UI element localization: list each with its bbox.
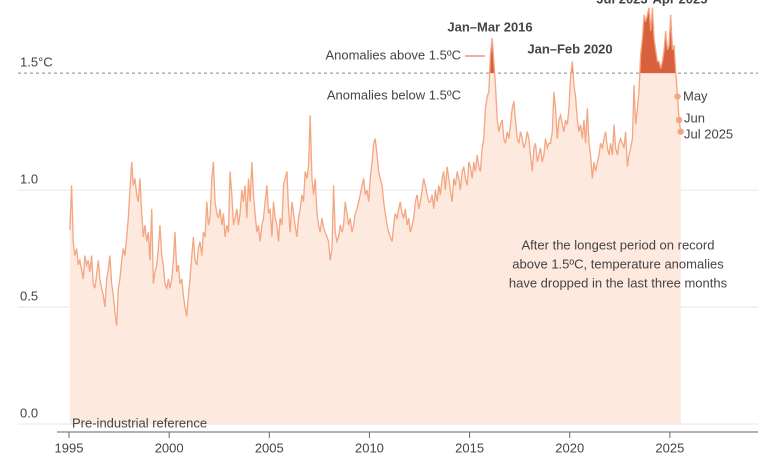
annotation: Anomalies below 1.5ºC xyxy=(327,87,461,102)
x-tick-label: 2005 xyxy=(255,440,284,455)
y-tick-label: 1.0 xyxy=(20,172,38,187)
note: After the longest period on record xyxy=(522,237,715,252)
marker xyxy=(677,128,684,135)
area xyxy=(69,7,681,425)
annotation: May xyxy=(683,88,708,103)
x-tick-label: 2010 xyxy=(355,440,384,455)
annotation: Jul 2023 xyxy=(596,0,647,6)
y-tick-label: 0.0 xyxy=(20,405,38,420)
annotation: Jul 2025 xyxy=(684,126,733,141)
note: above 1.5ºC, temperature anomalies xyxy=(512,256,724,271)
marker xyxy=(675,116,683,124)
annotation: Jan–Mar 2016 xyxy=(447,19,532,34)
area-above-threshold xyxy=(489,7,676,74)
annotation: Jun xyxy=(684,110,705,125)
annotation: Pre-industrial reference xyxy=(72,415,207,430)
x-tick-label: 2025 xyxy=(655,440,684,455)
y-tick-label: 0.5 xyxy=(20,288,38,303)
annotation: Anomalies above 1.5ºC xyxy=(325,47,461,62)
x-tick-label: 1995 xyxy=(55,440,84,455)
annotation: Jan–Feb 2020 xyxy=(527,41,612,56)
y-tick-label: 1.5°C xyxy=(20,55,53,70)
x-tick-label: 2015 xyxy=(455,440,484,455)
marker xyxy=(674,93,681,100)
x-tick-label: 2020 xyxy=(555,440,584,455)
x-tick-label: 2000 xyxy=(155,440,184,455)
line xyxy=(69,7,682,326)
note: have dropped in the last three months xyxy=(509,275,728,290)
annotation: Apr 2025 xyxy=(653,0,708,6)
